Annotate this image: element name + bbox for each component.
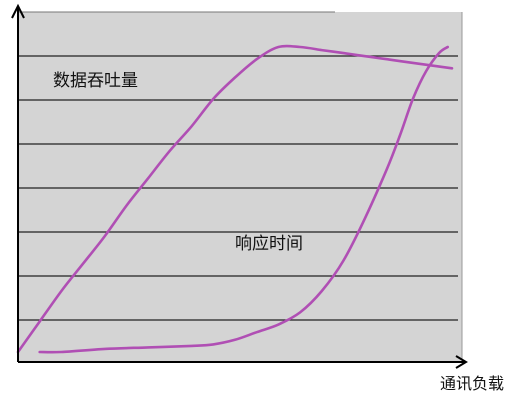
series-lines: [16, 44, 454, 354]
gridlines: [18, 11, 463, 362]
series-line-response-time: [38, 45, 449, 354]
x-axis-label: 通讯负载: [440, 374, 504, 393]
series-label-response-time: 响应时间: [235, 234, 303, 254]
y-axis-arrow: [11, 3, 25, 19]
x-axis-arrow: [455, 355, 468, 369]
series-label-throughput: 数据吞吐量: [53, 71, 138, 91]
axes: [11, 3, 468, 369]
series-line-throughput: [16, 44, 454, 354]
plot-area: [18, 12, 462, 362]
